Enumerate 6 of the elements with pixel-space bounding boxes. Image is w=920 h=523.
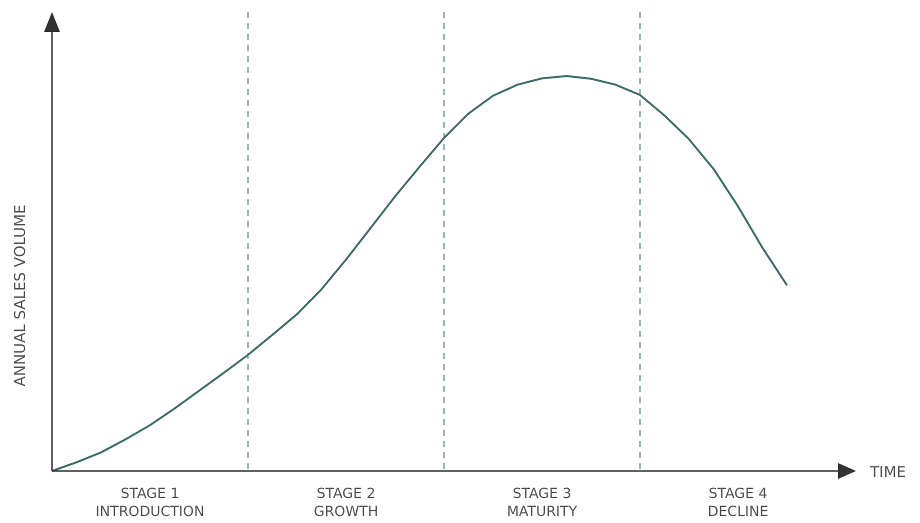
x-tick-label: STAGE 3 MATURITY — [506, 486, 578, 520]
x-axis-title: TIME — [868, 463, 906, 481]
x-tick-label: STAGE 4 DECLINE — [708, 486, 768, 520]
y-axis-title: ANNUAL SALES VOLUME — [11, 204, 29, 387]
x-tick-label: STAGE 2 GROWTH — [314, 486, 378, 520]
x-tick-label: STAGE 1 INTRODUCTION — [96, 486, 204, 520]
